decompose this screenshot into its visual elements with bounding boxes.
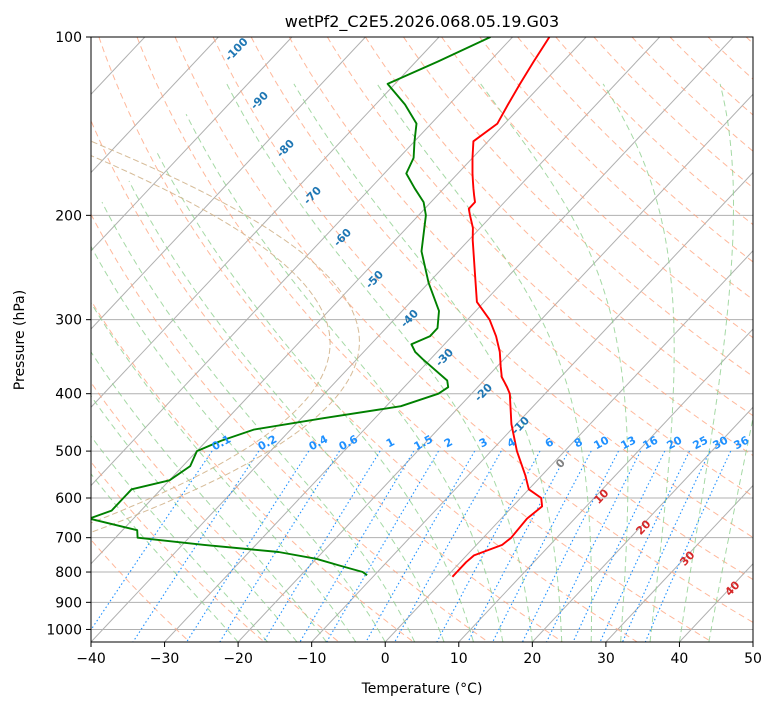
moist-adiabat-line: [602, 83, 675, 642]
mixing-ratio-label: 20: [665, 433, 685, 452]
isotherm-line: [91, 37, 219, 174]
dry-adiabat-line: [441, 37, 753, 339]
x-tick-label: 0: [381, 651, 390, 667]
freezing-arc-line: [91, 155, 331, 524]
moist-adiabat-line: [91, 245, 386, 642]
dry-adiabat-line: [91, 461, 265, 642]
mixing-ratio-label: 30: [711, 433, 731, 452]
axis-ticks: −40 −30 −20 −10 0 10 20 30 40 50 100 200 300 400 500 60…: [46, 30, 762, 667]
mixing-ratio-label: 36: [732, 433, 752, 452]
y-tick-label: 500: [55, 444, 82, 460]
dry-adiabat-line: [174, 37, 753, 624]
dry-adiabat-line: [593, 37, 753, 189]
profile-curves: [91, 37, 551, 578]
moist-adiabat-line: [91, 395, 298, 642]
isotherm-line: [311, 171, 753, 642]
mixing-ratio-line: [622, 450, 711, 642]
chart-title: wetPf2_C2E5.2026.068.05.19.G03: [285, 12, 559, 32]
mixing-ratio-line: [492, 450, 592, 642]
moist-adiabat-line: [226, 83, 533, 642]
dry-adiabat-line: [212, 37, 753, 581]
x-axis-label: Temperature (°C): [361, 681, 483, 697]
moist-adiabat-line: [480, 83, 629, 642]
y-tick-label: 400: [55, 387, 82, 403]
dry-adiabat-line: [98, 37, 638, 642]
mixing-ratio-line: [599, 450, 690, 642]
x-tick-label: 40: [671, 651, 689, 667]
moist-adiabat-line: [91, 351, 327, 642]
isotherm-line: [605, 484, 753, 642]
moist-adiabat-line: [293, 83, 563, 642]
y-tick-label: 700: [55, 531, 82, 547]
x-tick-label: −40: [76, 651, 106, 667]
moist-adiabat-line: [91, 301, 357, 642]
mixing-ratio-line: [394, 450, 502, 642]
mixing-ratio-label: 16: [641, 433, 661, 452]
mixing-ratio-line: [91, 450, 213, 631]
y-axis-label: Pressure (hPa): [12, 290, 28, 390]
mixing-ratio-line: [546, 450, 642, 642]
moist-adiabat-line: [128, 180, 445, 642]
moist-adiabat-line: [91, 435, 268, 642]
isotherm-line: [91, 37, 661, 642]
isotherm-line: [458, 328, 753, 642]
y-tick-label: 100: [55, 30, 82, 46]
dry-adiabat-line: [91, 539, 191, 642]
y-tick-label: 1000: [46, 622, 82, 638]
dewpoint-profile-line: [91, 37, 491, 576]
moist-adiabat-line: [101, 201, 416, 642]
isotherm-line: [91, 37, 293, 252]
y-tick-label: 900: [55, 595, 82, 611]
moist-adiabat-line: [376, 83, 593, 642]
x-tick-label: 30: [597, 651, 615, 667]
dry-adiabat-line: [479, 37, 753, 301]
dry-adiabat-line: [288, 37, 753, 497]
mixing-ratio-line: [572, 450, 666, 642]
mixing-ratio-line: [467, 450, 569, 642]
x-tick-label: 20: [523, 651, 541, 667]
dry-adiabat-line: [91, 299, 414, 642]
temperature-profile-line: [451, 37, 551, 578]
mixing-ratio-label: 13: [619, 434, 639, 453]
x-tick-label: 50: [744, 651, 762, 667]
x-tick-label: −30: [150, 651, 180, 667]
mixing-ratio-label: 10: [592, 433, 612, 452]
mixing-ratio-line: [436, 450, 541, 642]
dry-adiabat-line: [364, 37, 753, 417]
dry-adiabat-line: [326, 37, 753, 457]
y-tick-label: 300: [55, 313, 82, 329]
isotherm-line: [91, 37, 587, 565]
x-tick-label: −10: [297, 651, 327, 667]
y-tick-label: 200: [55, 208, 82, 224]
isotherm-line: [384, 250, 753, 642]
moist-adiabat-line: [708, 415, 753, 642]
isotherm-line: [237, 93, 753, 642]
mixing-ratio-line: [522, 450, 619, 642]
isotherm-line: [91, 37, 440, 408]
isotherm-line: [91, 37, 513, 487]
background-lines: [91, 37, 753, 642]
dry-adiabat-line: [91, 119, 563, 642]
moist-adiabat-line: [91, 473, 239, 642]
moist-adiabat-line: [185, 113, 504, 642]
isotherm-line: [531, 406, 753, 642]
mixing-ratio-line: [263, 450, 381, 642]
mixing-ratio-line: [365, 450, 476, 642]
plot-frame: [90, 36, 754, 643]
y-tick-label: 800: [55, 565, 82, 581]
mixing-ratio-line: [132, 450, 260, 642]
isotherm-line: [91, 37, 366, 330]
freezing-arc-line: [91, 140, 360, 533]
mixing-ratio-label: 25: [691, 434, 711, 453]
moist-adiabat-line: [155, 149, 474, 642]
x-tick-label: 10: [450, 651, 468, 667]
x-tick-label: −20: [223, 651, 253, 667]
moist-adiabat-line: [678, 83, 734, 642]
mixing-ratio-line: [219, 450, 340, 642]
isotherm-line: [164, 37, 734, 642]
y-tick-label: 600: [55, 491, 82, 507]
